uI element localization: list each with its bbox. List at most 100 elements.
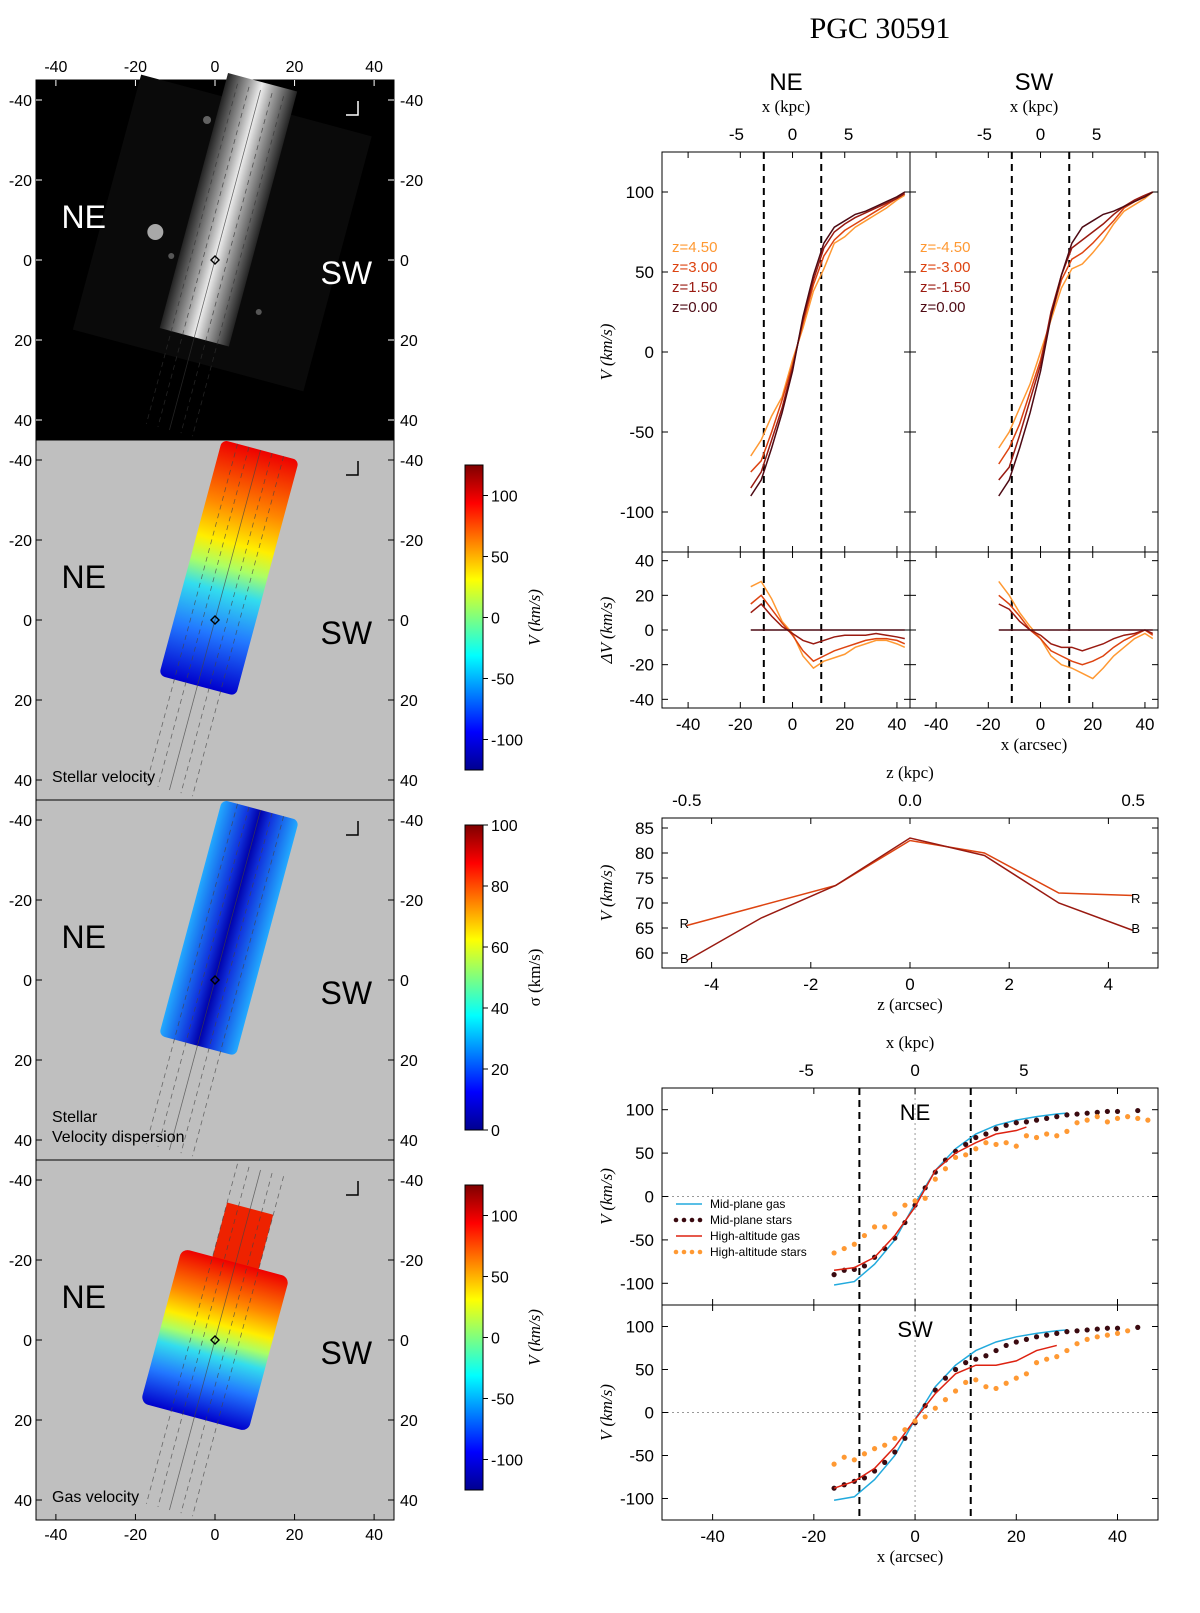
legend-entry: z=0.00 bbox=[920, 299, 965, 316]
slit-line bbox=[192, 1176, 284, 1517]
xtick-label: 2 bbox=[1004, 975, 1013, 994]
slit-line bbox=[157, 446, 250, 788]
panel-title: SW bbox=[897, 1317, 933, 1342]
y-axis-label: V (km/s) bbox=[597, 864, 616, 921]
legend-entry: z=0.00 bbox=[672, 299, 717, 316]
map-ytick-label: 20 bbox=[14, 693, 32, 710]
sw-label: SW bbox=[320, 615, 372, 651]
x2-axis-label: x (kpc) bbox=[1010, 97, 1059, 116]
map-caption: Stellar bbox=[52, 1109, 98, 1126]
data-point bbox=[932, 1176, 938, 1182]
slit-line bbox=[180, 1172, 273, 1514]
slit-line bbox=[180, 812, 273, 1154]
xtick-label: 40 bbox=[1108, 1527, 1127, 1546]
series-line bbox=[998, 603, 1154, 652]
y-axis-label: ΔV (km/s) bbox=[597, 596, 616, 664]
legend-entry: Mid-plane stars bbox=[710, 1213, 792, 1227]
map-ytick-label: 40 bbox=[14, 773, 32, 790]
ytick-label: 80 bbox=[635, 844, 654, 863]
x2tick-label: -5 bbox=[799, 1061, 814, 1080]
map-ytick-label: 40 bbox=[14, 413, 32, 430]
colorbar-label: V (km/s) bbox=[525, 1309, 544, 1366]
map-xtick-label: 20 bbox=[286, 59, 304, 76]
series-annotation: B bbox=[680, 951, 689, 966]
sw-label: SW bbox=[320, 975, 372, 1011]
xtick-label: 0 bbox=[905, 975, 914, 994]
y-axis-label: V (km/s) bbox=[597, 1168, 616, 1225]
legend-entry: z=-4.50 bbox=[920, 239, 970, 256]
data-point bbox=[882, 1224, 888, 1230]
map-ytick-label: 20 bbox=[14, 1053, 32, 1070]
xtick-label: -40 bbox=[676, 715, 701, 734]
data-point bbox=[973, 1356, 979, 1362]
chart-panel-6: -40 -20 0 20 40 -100 -50 0 50 100 SW x (arcsec) V (k… bbox=[597, 1304, 1159, 1566]
xtick-label: -4 bbox=[704, 975, 719, 994]
ytick-label: -100 bbox=[620, 1274, 654, 1293]
xtick-label: 40 bbox=[887, 715, 906, 734]
legend-marker bbox=[689, 1249, 695, 1255]
map-ytick-label: 20 bbox=[400, 1413, 418, 1430]
data-point bbox=[1135, 1324, 1141, 1330]
data-point bbox=[963, 1141, 969, 1148]
colorbar-tick-label: -50 bbox=[491, 1392, 514, 1409]
map-ytick-label: 40 bbox=[400, 773, 418, 790]
data-point bbox=[1104, 1325, 1110, 1331]
map-caption: Stellar velocity bbox=[52, 769, 155, 786]
map-ytick-label: 20 bbox=[14, 1413, 32, 1430]
map-xtick-label: -40 bbox=[44, 59, 67, 76]
data-point bbox=[1054, 1330, 1060, 1336]
map-ytick-label: -20 bbox=[9, 533, 32, 550]
map-ytick-label: 0 bbox=[23, 253, 32, 270]
xtick-label: -20 bbox=[728, 715, 753, 734]
map-ytick-label: -40 bbox=[400, 1173, 423, 1190]
ytick-label: -50 bbox=[629, 1447, 654, 1466]
slit-line bbox=[180, 92, 273, 434]
x2tick-label: 0.5 bbox=[1121, 791, 1145, 810]
xtick-label: 20 bbox=[835, 715, 854, 734]
ne-label: NE bbox=[62, 199, 106, 235]
data-point bbox=[1094, 1109, 1100, 1115]
series-line bbox=[998, 191, 1154, 449]
data-point bbox=[1003, 1380, 1009, 1386]
x2tick-label: 5 bbox=[1092, 125, 1101, 144]
data-point bbox=[1044, 1131, 1050, 1137]
data-point bbox=[1074, 1328, 1080, 1334]
legend-marker bbox=[673, 1249, 679, 1255]
xtick-label: 20 bbox=[1007, 1527, 1026, 1546]
data-point bbox=[1064, 1347, 1070, 1354]
map-ytick-label: 20 bbox=[14, 333, 32, 350]
data-point bbox=[952, 1154, 959, 1161]
x2tick-label: 5 bbox=[1019, 1061, 1028, 1080]
data-point bbox=[1054, 1114, 1060, 1120]
legend-marker bbox=[681, 1217, 687, 1223]
legend-entry: Mid-plane gas bbox=[710, 1197, 785, 1211]
data-point bbox=[942, 1397, 949, 1403]
xtick-label: 4 bbox=[1104, 975, 1113, 994]
slit-line bbox=[157, 86, 250, 428]
data-point bbox=[831, 1250, 837, 1256]
data-point bbox=[1084, 1110, 1090, 1116]
data-point bbox=[892, 1211, 898, 1217]
ytick-label: 100 bbox=[626, 183, 654, 202]
data-point bbox=[1104, 1119, 1110, 1125]
ne-label: NE bbox=[62, 919, 106, 955]
map-ytick-label: -40 bbox=[400, 453, 423, 470]
orientation-marker bbox=[346, 1181, 359, 1196]
data-point bbox=[963, 1152, 969, 1158]
map-xtick-label: 20 bbox=[286, 1527, 304, 1544]
data-point bbox=[861, 1451, 868, 1457]
data-point bbox=[1023, 1119, 1030, 1125]
data-point bbox=[1114, 1325, 1121, 1331]
data-point bbox=[871, 1224, 878, 1230]
colorbar-tick-label: 0 bbox=[491, 1123, 500, 1140]
data-point bbox=[973, 1134, 979, 1141]
series-annotation: R bbox=[1131, 891, 1140, 906]
map-ytick-label: 0 bbox=[400, 613, 409, 630]
x2tick-label: 0.0 bbox=[898, 791, 922, 810]
data-point bbox=[851, 1457, 857, 1463]
data-point bbox=[922, 1414, 928, 1420]
ytick-label: -100 bbox=[620, 503, 654, 522]
data-point bbox=[1023, 1336, 1030, 1342]
chart-panel-4: -4 -2 0 2 4 60 65 70 75 80 85 -0.5 0.0 0.5 z (kpc) z (a… bbox=[597, 763, 1159, 1014]
map-xtick-label: 0 bbox=[211, 59, 220, 76]
